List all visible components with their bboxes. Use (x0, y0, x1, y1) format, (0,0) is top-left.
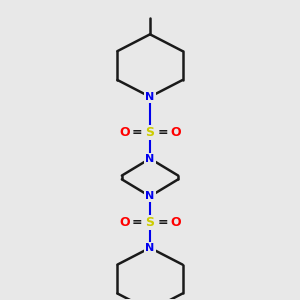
Text: =: = (158, 216, 169, 229)
Text: =: = (158, 126, 169, 139)
Text: =: = (131, 216, 142, 229)
Text: N: N (146, 92, 154, 102)
Text: O: O (119, 216, 130, 229)
Text: N: N (146, 154, 154, 164)
Text: N: N (146, 191, 154, 201)
Text: O: O (170, 216, 181, 229)
Text: O: O (170, 126, 181, 139)
Text: N: N (146, 243, 154, 253)
Text: =: = (131, 126, 142, 139)
Text: O: O (119, 126, 130, 139)
Text: S: S (146, 216, 154, 229)
Text: S: S (146, 126, 154, 139)
